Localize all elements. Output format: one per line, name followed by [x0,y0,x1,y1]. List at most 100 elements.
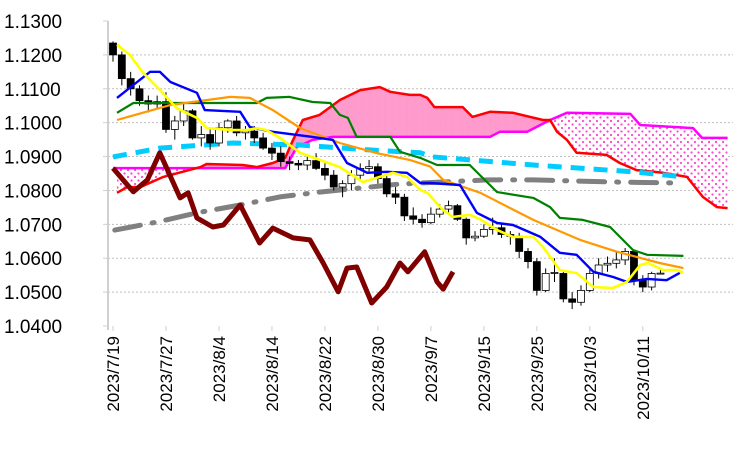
cloud-bearish-segment [618,113,620,163]
cloud-bearish-segment [604,113,606,155]
cloud-bearish-segment [682,127,683,177]
cloud-bearish-segment [596,113,598,155]
candle-body-down [453,205,462,220]
y-tick-label: 1.1200 [4,46,62,67]
cloud-bearish-segment [668,126,670,174]
cloud-bearish-segment [156,168,158,180]
cloud-bearish-segment [174,168,176,174]
cloud-bearish-segment [725,137,727,208]
candle [559,271,568,303]
cloud-bearish-segment [583,113,585,154]
cloud-bearish-segment [707,137,709,202]
cloud-bearish-segment [559,115,561,135]
cloud-bearish-segment [625,113,627,166]
cloud-bearish-segment [689,127,691,181]
cloud-bearish-segment [675,127,676,176]
cloud-bearish-segment [578,113,580,154]
candles [109,41,665,310]
cloud-bearish-segment [577,113,578,153]
cloud-bearish-segment [614,113,616,161]
x-tick-label: 2023/7/27 [157,336,176,412]
cloud-bearish-segment [634,118,636,170]
cloud-bearish-segment [617,113,619,163]
cloud-bearish-segment [619,113,621,164]
cloud-bearish-segment [162,168,163,178]
cloud-bearish-segment [637,121,638,171]
cloud-bearish-segment [612,113,614,159]
cloud-bearish-segment [653,125,655,172]
cloud-bearish-segment [642,125,644,171]
series-line-yellow [116,43,684,290]
cloud-bearish-segment [588,113,590,154]
candle-body-up [612,259,621,264]
candle [303,156,312,171]
cloud-bearish-segment [566,112,568,141]
y-tick-label: 1.0600 [4,249,62,270]
cloud-bearish-segment [569,112,570,145]
cloud-bearish-segment [687,127,689,179]
cloud-bearish-segment [558,116,560,134]
y-tick-label: 1.0500 [4,283,62,304]
cloud-bearish-segment [172,168,174,175]
candle-body-up [444,205,453,210]
cloud-bearish-segment [564,113,566,139]
candle [276,146,285,167]
candle-body-up [426,213,435,224]
cloud-bearish-segment [131,168,133,188]
cloud-bearish-segment [698,134,700,193]
cloud-bearish-segment [677,127,679,176]
cloud-bearish-segment [613,113,615,160]
cloud-bearish-segment [571,112,573,148]
cloud-bearish-segment [563,113,565,139]
candle [232,115,241,137]
cloud-bearish-segment [669,126,671,175]
candle-body-down [409,215,418,220]
cloud-bearish-segment [609,113,611,158]
cloud-bearish-segment [565,113,567,140]
cloud-bearish-segment [667,126,669,174]
cloud-bearish-segment [584,113,585,154]
cloud-bearish-segment [594,113,596,155]
candle [109,41,117,62]
cloud-bearish-segment [631,115,633,169]
y-tick-label: 1.1100 [4,80,61,101]
x-tick-label: 2023/8/4 [210,336,229,402]
cloud-bearish-segment [646,125,648,172]
series-line-kijun [116,95,684,257]
candle-body-down [400,196,409,217]
cloud-bearish-segment [602,113,604,155]
cloud-bearish-segment [723,137,725,208]
cloud-bearish-segment [599,113,601,155]
candle [400,193,409,221]
candle-body-down [462,218,471,239]
cloud-bearish-segment [700,136,702,196]
cloud-bearish-segment [131,168,132,188]
x-tick-label: 2023/8/14 [263,336,282,412]
candle [338,180,347,198]
candle [259,132,268,150]
candle-body-up [338,183,347,188]
cloud-bearish-segment [695,130,697,189]
cloud-bearish-segment [711,137,713,204]
cloud-bearish-segment [675,127,677,176]
candle-body-down [276,152,285,163]
cloud-bearish-segment [637,122,639,171]
cloud-bearish-segment [718,137,720,208]
candle-body-down [285,161,294,164]
cloud-bearish-segment [670,126,672,175]
cloud-bearish-segment [655,125,657,173]
candle-body-up [577,290,585,303]
cloud-bearish-segment [663,126,665,174]
candle [241,126,250,140]
candle [285,156,294,171]
cloud-bearish-segment [690,127,691,182]
candle [621,248,630,265]
x-tick-label: 2023/9/25 [528,336,547,412]
cloud-bearish-segment [608,113,610,157]
cloud-bearish-segment [694,129,696,188]
cloud-bearish-segment [645,125,647,172]
y-tick-label: 1.1300 [4,12,62,33]
cloud-bearish-segment [129,168,131,188]
cloud-bearish-segment [582,113,584,154]
cloud-bearish-segment [607,113,609,157]
